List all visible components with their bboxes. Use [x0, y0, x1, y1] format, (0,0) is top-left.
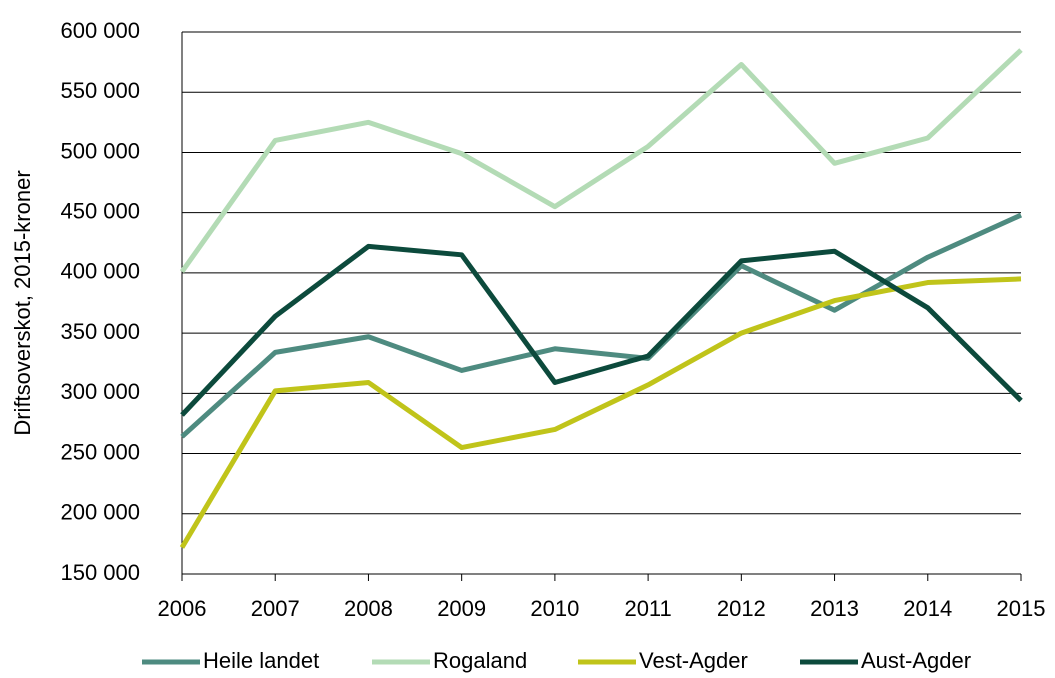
y-tick-label: 350 000: [60, 319, 140, 344]
x-tick-label: 2008: [344, 596, 393, 621]
y-tick-label: 500 000: [60, 138, 140, 163]
y-tick-label: 250 000: [60, 439, 140, 464]
x-tick-label: 2012: [717, 596, 766, 621]
y-tick-label: 200 000: [60, 500, 140, 525]
series-line: [179, 276, 1022, 549]
x-tick-label: 2011: [624, 596, 671, 621]
x-tick-label: 2009: [437, 596, 486, 621]
series-line: [179, 48, 1023, 274]
legend-label: Rogaland: [433, 648, 527, 673]
y-tick-label: 400 000: [60, 259, 140, 284]
x-tick-label: 2006: [158, 596, 207, 621]
x-tick-label: 2010: [530, 596, 579, 621]
y-tick-label: 450 000: [60, 198, 140, 223]
y-axis-label: Driftsoverskot, 2015-kroner: [10, 170, 35, 435]
x-tick-label: 2014: [903, 596, 952, 621]
legend-label: Heile landet: [203, 648, 319, 673]
x-tick-label: 2015: [997, 596, 1046, 621]
legend-label: Vest-Agder: [639, 648, 748, 673]
y-tick-label: 300 000: [60, 379, 140, 404]
series-line: [180, 212, 1023, 439]
series-line: [180, 243, 1023, 417]
y-tick-label: 150 000: [60, 560, 140, 585]
y-tick-label: 550 000: [60, 78, 140, 103]
x-tick-label: 2007: [251, 596, 300, 621]
legend-label: Aust-Agder: [861, 648, 971, 673]
y-tick-label: 600 000: [60, 18, 140, 43]
x-tick-label: 2013: [810, 596, 859, 621]
